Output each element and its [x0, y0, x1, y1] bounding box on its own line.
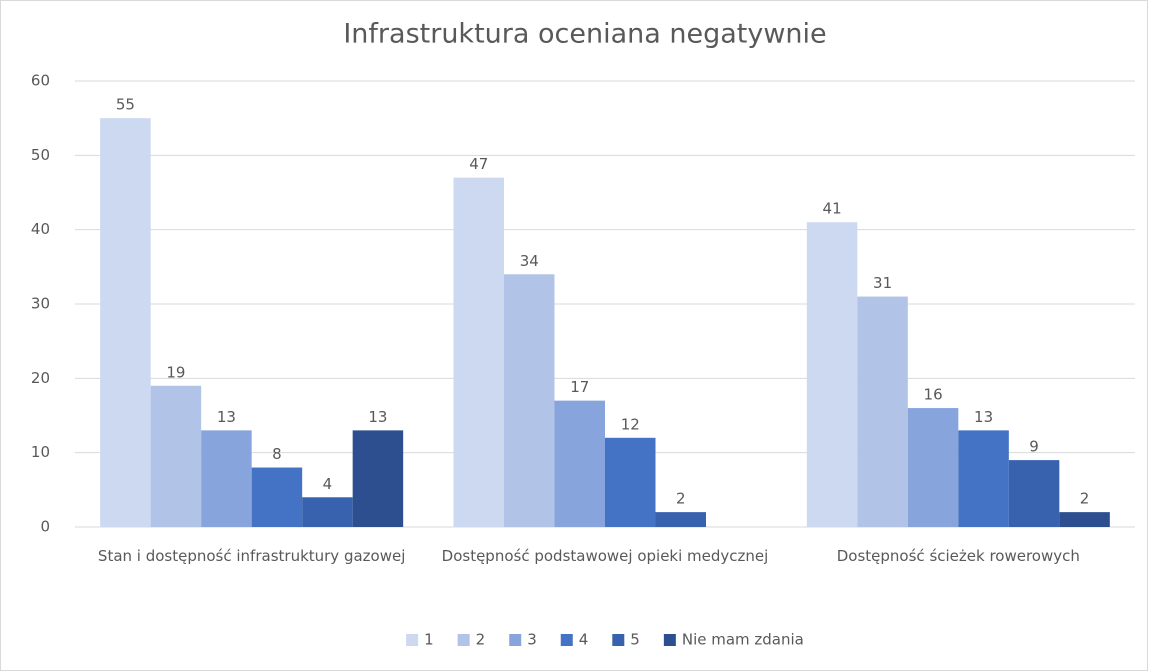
- y-tick-label: 20: [31, 369, 50, 387]
- data-label: 13: [368, 408, 387, 426]
- bar: [302, 497, 353, 527]
- data-label: 55: [116, 96, 135, 114]
- legend-swatch: [560, 634, 573, 646]
- data-label: 12: [621, 415, 640, 433]
- legend-label: 2: [476, 631, 486, 649]
- x-tick-label: Dostępność ścieżek rowerowych: [836, 547, 1080, 565]
- y-tick-label: 10: [31, 443, 50, 461]
- bar: [201, 430, 252, 527]
- bar: [504, 274, 555, 527]
- data-label: 2: [1080, 490, 1090, 508]
- data-label: 31: [873, 274, 892, 292]
- data-label: 4: [323, 475, 333, 493]
- data-label: 8: [272, 445, 282, 463]
- legend-swatch: [663, 634, 676, 646]
- legend-swatch: [612, 634, 625, 646]
- y-tick-label: 40: [31, 220, 50, 238]
- data-label: 34: [520, 252, 539, 270]
- bar: [806, 222, 858, 527]
- bar: [857, 296, 908, 527]
- legend-label: 3: [527, 631, 537, 649]
- legend-swatch: [457, 634, 470, 646]
- bar: [554, 400, 605, 527]
- bar: [1008, 460, 1060, 527]
- y-tick-label: 30: [31, 295, 50, 313]
- x-tick-label: Stan i dostępność infrastruktury gazowej: [97, 547, 406, 565]
- bar: [655, 512, 706, 527]
- data-label: 19: [166, 363, 185, 381]
- bar: [1059, 512, 1110, 527]
- data-label: 9: [1029, 438, 1039, 456]
- legend-label: 4: [579, 631, 589, 649]
- chart-title: Infrastruktura oceniana negatywnie: [343, 19, 826, 50]
- legend-label: 1: [424, 631, 434, 649]
- legend-swatch: [509, 634, 522, 646]
- data-label: 13: [217, 408, 236, 426]
- bar: [453, 177, 504, 527]
- bar: [251, 467, 303, 527]
- bar: [150, 385, 202, 527]
- data-label: 13: [974, 408, 993, 426]
- data-label: 47: [469, 155, 488, 173]
- y-tick-label: 60: [31, 72, 50, 90]
- bar: [605, 437, 656, 527]
- y-tick-label: 0: [40, 518, 50, 536]
- legend-label: 5: [630, 631, 640, 649]
- data-label: 16: [924, 386, 943, 404]
- bar: [907, 408, 959, 527]
- bar: [958, 430, 1009, 527]
- legend-swatch: [406, 634, 419, 646]
- bar: [100, 118, 151, 528]
- legend-label: Nie mam zdania: [682, 631, 804, 649]
- data-label: 2: [676, 490, 686, 508]
- x-tick-label: Dostępność podstawowej opieki medycznej: [441, 547, 769, 565]
- bar: [352, 430, 404, 527]
- data-label: 17: [570, 378, 589, 396]
- y-tick-label: 50: [31, 146, 50, 164]
- data-label: 41: [823, 200, 842, 218]
